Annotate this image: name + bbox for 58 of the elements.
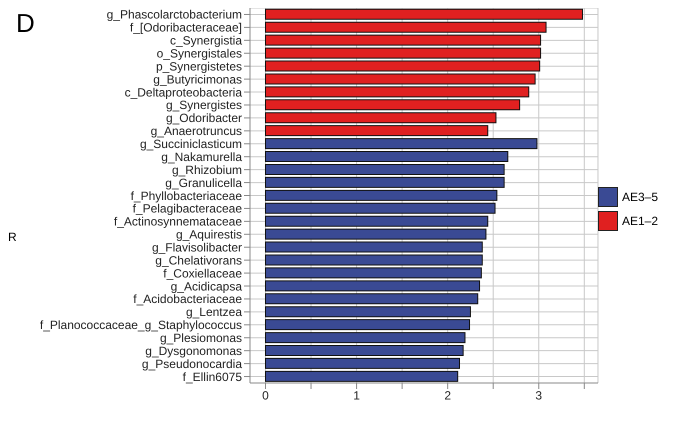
- y-tick-label: g_Plesiomonas: [160, 331, 242, 345]
- y-tick-label: g_Phascolarctobacterium: [106, 8, 242, 22]
- text: D: [16, 8, 35, 39]
- y-tick-label: p_Synergistetes: [156, 59, 242, 74]
- bar: [264, 164, 505, 175]
- bar: [264, 190, 498, 201]
- y-tick-label: f_Pelagibacteraceae: [132, 202, 242, 216]
- bar: [264, 176, 505, 188]
- y-tick-label: g_Butyricimonas: [153, 72, 242, 86]
- bar: [264, 48, 542, 59]
- bar: [264, 345, 464, 356]
- y-tick-label: c_Deltaproteobacteria: [124, 85, 242, 100]
- bar: [264, 125, 488, 136]
- legend-label: AE1–2: [622, 214, 658, 228]
- bar: [264, 280, 480, 292]
- y-tick-label: f_Actinosynnemataceae: [114, 214, 242, 229]
- y-tick-label: f_Ellin6075: [182, 370, 242, 384]
- x-tick-label: 2: [444, 388, 452, 403]
- y-tick-label: g_Nakamurella: [161, 150, 242, 164]
- y-tick-label: f_Coxiellaceae: [163, 266, 242, 280]
- x-tick-label: 0: [262, 388, 270, 403]
- y-tick-label: g_Pseudonocardia: [142, 356, 242, 371]
- y-tick-label: g_Flavisolibacter: [152, 240, 242, 254]
- bar: [264, 267, 482, 278]
- bar: [264, 73, 536, 84]
- y-tick-label: g_Acidicapsa: [170, 279, 242, 294]
- y-tick-label: f_Planococcaceae_g_Staphylococcus: [40, 318, 242, 332]
- y-tick-label: g_Succiniclasticum: [140, 137, 242, 152]
- y-tick-label: o_Synergistales: [156, 46, 242, 61]
- y-tick-label: f_[Odoribacteraceae]: [130, 20, 242, 35]
- bar: [264, 319, 470, 330]
- y-tick-label: g_Granulicella: [165, 176, 242, 190]
- x-tick-label: 1: [353, 388, 360, 403]
- y-tick-label: g_Lentzea: [186, 305, 242, 320]
- bar: [264, 138, 538, 150]
- text: R: [8, 230, 17, 244]
- bar: [264, 151, 508, 162]
- y-tick-label: g_Aquirestis: [176, 228, 242, 242]
- x-tick-label: 3: [535, 388, 542, 403]
- y-tick-label: c_Synergistia: [170, 34, 242, 48]
- bar: [264, 60, 540, 72]
- bar: [264, 370, 458, 382]
- y-tick-label: g_Rhizobium: [172, 162, 242, 177]
- bar: [264, 254, 483, 266]
- bar: [264, 358, 460, 369]
- bar: [264, 242, 483, 253]
- y-tick-label: g_Dysgonomonas: [145, 344, 242, 358]
- legend-label: AE3–5: [622, 190, 658, 204]
- y-tick-label: g_Chelativorans: [155, 253, 242, 268]
- y-tick-label: g_Synergistes: [166, 98, 242, 112]
- y-tick-label: f_Acidobacteriaceae: [133, 292, 242, 306]
- y-tick-label: f_Phyllobacteriaceae: [130, 188, 242, 203]
- y-tick-label: g_Odoribacter: [166, 111, 242, 126]
- bar: [264, 34, 542, 46]
- bar: [264, 332, 466, 344]
- bar: [264, 86, 530, 98]
- y-tick-label: g_Anaerotruncus: [150, 124, 242, 138]
- bar: [264, 228, 486, 240]
